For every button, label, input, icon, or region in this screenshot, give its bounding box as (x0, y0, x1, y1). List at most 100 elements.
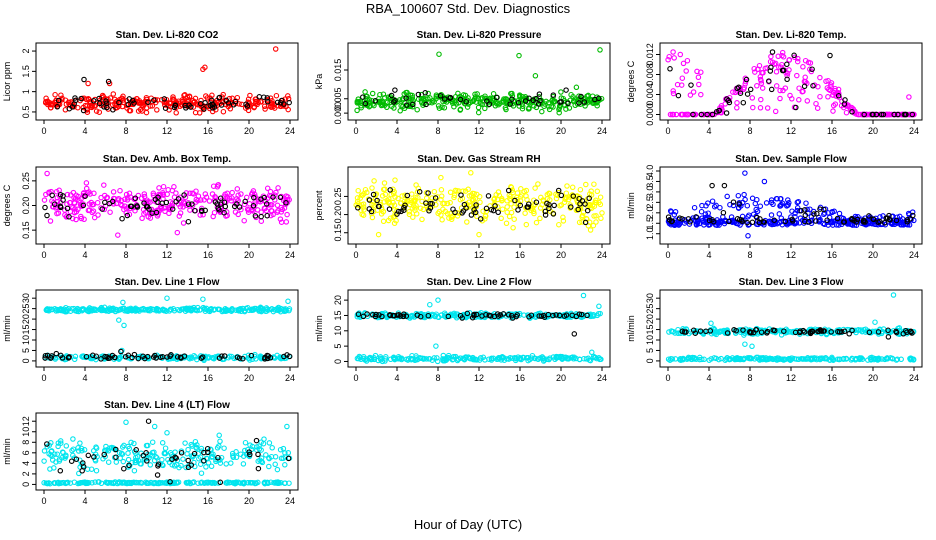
data-point (387, 93, 394, 100)
data-point (138, 195, 145, 202)
data-point (147, 452, 153, 458)
data-point (63, 453, 69, 460)
y-tick-label: 1.5 (21, 65, 31, 78)
data-point (754, 83, 760, 89)
data-point (744, 91, 751, 97)
data-point (504, 204, 510, 210)
data-point (789, 208, 795, 214)
data-point (286, 353, 293, 360)
data-point (91, 103, 97, 109)
data-point (360, 313, 367, 320)
data-point (107, 95, 114, 101)
data-point (802, 212, 809, 219)
data-point (185, 218, 192, 225)
data-point (734, 105, 740, 111)
data-point (216, 432, 222, 439)
data-point (821, 221, 828, 228)
data-point (268, 479, 274, 485)
data-point (908, 356, 914, 362)
data-point (121, 465, 127, 472)
x-tick-label: 12 (786, 126, 796, 136)
data-point (282, 462, 288, 468)
data-point (198, 207, 205, 214)
data-point (894, 220, 900, 226)
data-point (150, 306, 157, 313)
data-point (849, 355, 856, 362)
data-point (670, 88, 676, 94)
data-point (164, 430, 170, 436)
data-point (749, 219, 756, 226)
data-point (760, 218, 767, 225)
data-point (807, 60, 814, 66)
data-point (54, 451, 61, 457)
data-point (364, 189, 370, 196)
data-point (817, 206, 823, 212)
data-point (357, 354, 363, 361)
data-point (258, 355, 264, 361)
data-point (671, 55, 677, 61)
data-point (410, 101, 416, 108)
data-point (201, 106, 207, 112)
data-point (49, 306, 55, 313)
data-point (158, 205, 165, 212)
data-point (723, 110, 730, 116)
data-point (143, 109, 150, 116)
data-point (206, 105, 213, 112)
data-point (138, 461, 144, 467)
x-tick-label: 24 (909, 250, 919, 260)
data-point (546, 205, 552, 212)
data-point (147, 462, 154, 468)
data-point (824, 217, 830, 223)
data-point (285, 106, 291, 113)
data-point (119, 451, 126, 457)
data-point (429, 99, 435, 106)
data-point (666, 217, 673, 223)
data-point (56, 456, 63, 462)
data-point (504, 356, 510, 362)
data-point (520, 97, 527, 104)
data-point (44, 212, 50, 219)
x-tick-label: 12 (786, 250, 796, 260)
data-point (180, 199, 187, 205)
data-point (495, 101, 502, 108)
data-point (74, 308, 80, 315)
data-point (488, 313, 494, 319)
data-point (215, 454, 221, 461)
data-point (263, 452, 269, 458)
data-point (110, 189, 117, 195)
y-tick-label: 12 (21, 416, 31, 426)
x-tick-label: 24 (597, 126, 607, 136)
data-point (185, 201, 192, 207)
data-point (813, 356, 820, 363)
data-point (835, 93, 842, 99)
data-point (210, 451, 216, 457)
data-point (910, 212, 916, 219)
data-point (272, 461, 278, 468)
data-point (671, 211, 678, 218)
data-point (123, 419, 129, 426)
data-point (866, 213, 872, 219)
x-tick-label: 4 (394, 373, 399, 383)
data-point (369, 185, 375, 191)
data-point (524, 204, 530, 210)
data-point (126, 190, 133, 197)
data-point (691, 204, 698, 211)
data-point (170, 94, 176, 100)
data-point (495, 356, 501, 362)
data-point (376, 203, 382, 210)
data-point (96, 109, 103, 115)
data-point (187, 190, 193, 197)
data-point (541, 357, 548, 363)
data-point (143, 94, 150, 101)
data-point (768, 86, 775, 93)
data-point (242, 198, 248, 205)
data-point (490, 91, 497, 97)
data-point (475, 109, 482, 116)
data-point (393, 217, 399, 224)
data-point (535, 181, 541, 187)
data-point (206, 308, 213, 315)
data-point (379, 193, 386, 199)
data-point (131, 440, 137, 447)
data-point (225, 100, 232, 106)
